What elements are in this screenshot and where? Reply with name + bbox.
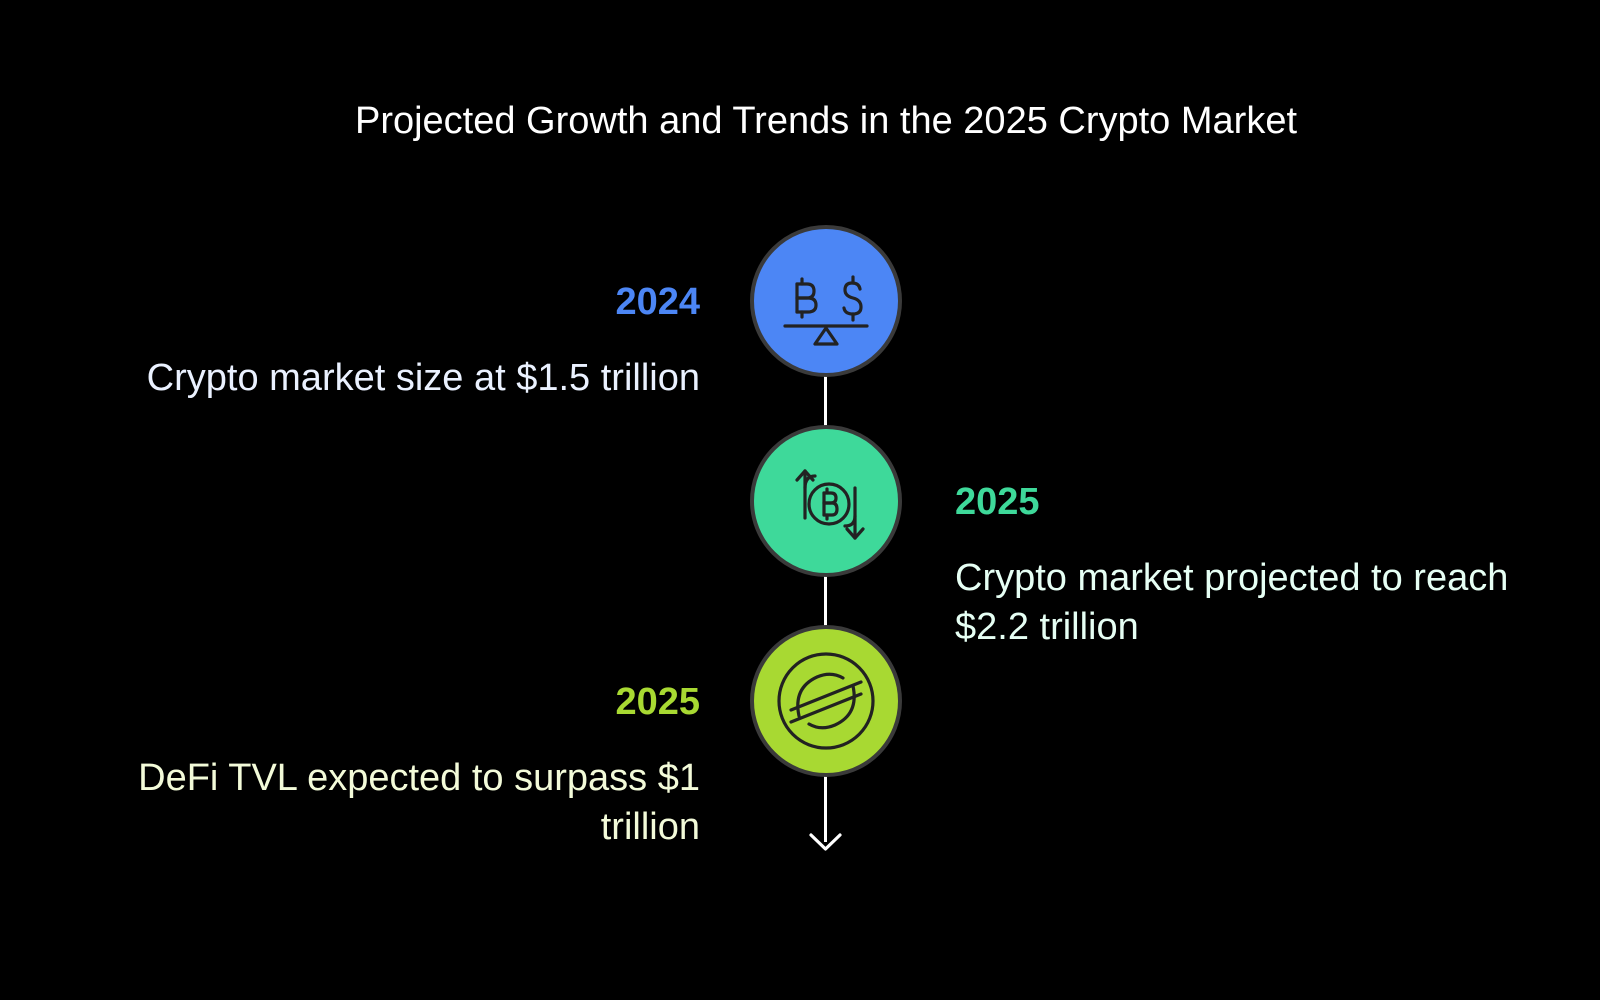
milestone-description: Crypto market projected to reach $2.2 tr… (955, 557, 1509, 648)
milestone-node-2024 (750, 225, 902, 377)
arrow-down-icon (809, 833, 842, 851)
milestone-year: 2025 (955, 481, 1040, 523)
milestone-node-2025-market (750, 425, 902, 577)
milestone-2025-defi-label: 2025 DeFi TVL expected to surpass $1 tri… (60, 679, 700, 852)
milestone-2024-label: 2024 Crypto market size at $1.5 trillion (60, 279, 700, 403)
milestone-year: 2025 (615, 681, 700, 723)
bitcoin-exchange-arrows-icon (795, 469, 865, 540)
timeline-line (824, 372, 827, 842)
milestone-2025-market-label: 2025 Crypto market projected to reach $2… (955, 479, 1585, 652)
milestone-year: 2024 (615, 281, 700, 323)
milestone-description: Crypto market size at $1.5 trillion (146, 357, 700, 399)
page-title: Projected Growth and Trends in the 2025 … (354, 100, 1298, 142)
stellar-coin-icon (777, 652, 875, 750)
milestone-description: DeFi TVL expected to surpass $1 trillion (138, 757, 700, 848)
milestone-node-2025-defi (750, 625, 902, 777)
bitcoin-dollar-balance-icon (783, 275, 869, 346)
